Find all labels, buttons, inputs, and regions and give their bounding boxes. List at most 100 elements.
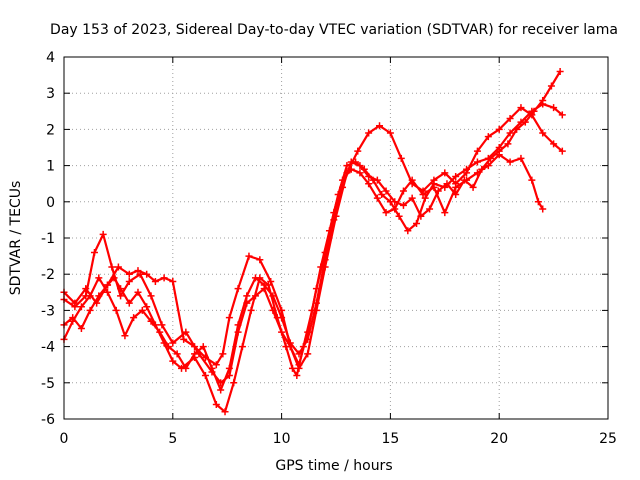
data-point-marker [460, 176, 468, 184]
data-point-marker [478, 165, 486, 173]
data-point-marker [269, 292, 277, 300]
data-point-marker [90, 248, 98, 256]
data-point-marker [408, 180, 416, 188]
data-point-marker [251, 274, 259, 282]
y-tick-label: 3 [46, 86, 55, 102]
data-point-marker [69, 317, 77, 325]
data-point-marker [234, 285, 242, 293]
data-point-marker [238, 343, 246, 351]
data-point-marker [365, 172, 373, 180]
data-point-marker [99, 230, 107, 238]
data-point-marker [373, 176, 381, 184]
data-point-marker [278, 314, 286, 322]
data-point-marker [484, 133, 492, 141]
data-point-marker [391, 205, 399, 213]
data-point-marker [121, 332, 129, 340]
x-tick-label: 5 [168, 431, 177, 447]
y-tick-label: -5 [41, 376, 55, 392]
data-point-marker [312, 299, 320, 307]
data-point-marker [434, 187, 442, 195]
data-point-marker [86, 306, 94, 314]
data-point-marker [473, 158, 481, 166]
data-point-marker [558, 111, 566, 119]
y-tick-label: 4 [46, 50, 55, 66]
data-point-marker [421, 194, 429, 202]
data-point-marker [267, 277, 275, 285]
data-point-marker [147, 292, 155, 300]
data-point-marker [160, 274, 168, 282]
x-tick-label: 0 [60, 431, 69, 447]
data-point-marker [517, 154, 525, 162]
data-point-marker [356, 169, 364, 177]
data-point-marker [382, 209, 390, 217]
data-point-marker [230, 379, 238, 387]
data-point-marker [143, 303, 151, 311]
data-point-marker [443, 180, 451, 188]
series-trace [62, 70, 562, 392]
data-point-marker [219, 350, 227, 358]
data-point-marker [463, 169, 471, 177]
data-point-marker [397, 154, 405, 162]
data-point-marker [408, 194, 416, 202]
data-point-marker [108, 263, 116, 271]
y-axis-label: SDTVAR / TECUs [8, 181, 24, 296]
data-point-marker [441, 169, 449, 177]
data-point-marker [395, 212, 403, 220]
data-point-marker [71, 299, 79, 307]
data-point-marker [293, 372, 301, 380]
data-point-marker [473, 147, 481, 155]
data-point-marker [452, 180, 460, 188]
data-point-marker [201, 372, 209, 380]
data-point-marker [430, 183, 438, 191]
data-point-marker [77, 303, 85, 311]
data-point-marker [212, 361, 220, 369]
data-point-marker [495, 125, 503, 133]
data-point-marker [550, 140, 558, 148]
data-point-marker [245, 252, 253, 260]
data-point-marker [339, 183, 347, 191]
y-tick-label: 0 [46, 195, 55, 211]
data-point-marker [347, 158, 355, 166]
data-point-marker [225, 364, 233, 372]
data-point-marker [530, 107, 538, 115]
data-point-marker [286, 339, 294, 347]
data-point-marker [256, 256, 264, 264]
y-tick-label: -2 [41, 267, 55, 283]
data-point-marker [534, 198, 542, 206]
data-point-marker [506, 129, 514, 137]
data-point-marker [104, 288, 112, 296]
data-point-marker [134, 267, 142, 275]
data-point-marker [426, 205, 434, 213]
y-tick-label: 1 [46, 159, 55, 175]
data-point-marker [117, 292, 125, 300]
data-point-marker [208, 364, 216, 372]
data-point-marker [382, 187, 390, 195]
data-point-marker [199, 343, 207, 351]
y-tick-label: -3 [41, 303, 55, 319]
data-point-marker [180, 335, 188, 343]
data-point-marker [251, 292, 259, 300]
data-point-marker [182, 364, 190, 372]
data-point-marker [158, 321, 166, 329]
data-point-marker [506, 115, 514, 123]
data-point-marker [260, 281, 268, 289]
data-point-marker [354, 147, 362, 155]
data-point-marker [504, 140, 512, 148]
series-trace [62, 103, 564, 413]
data-point-marker [413, 220, 421, 228]
y-tick-label: -4 [41, 340, 55, 356]
data-point-marker [486, 154, 494, 162]
data-series [60, 67, 564, 394]
x-tick-label: 15 [381, 431, 399, 447]
data-point-marker [452, 172, 460, 180]
data-point-marker [469, 183, 477, 191]
data-point-marker [269, 306, 277, 314]
data-point-marker [288, 364, 296, 372]
data-point-marker [225, 314, 233, 322]
data-point-marker [376, 122, 384, 130]
data-point-marker [125, 299, 133, 307]
data-point-marker [365, 129, 373, 137]
data-point-marker [441, 209, 449, 217]
data-point-marker [221, 408, 229, 416]
